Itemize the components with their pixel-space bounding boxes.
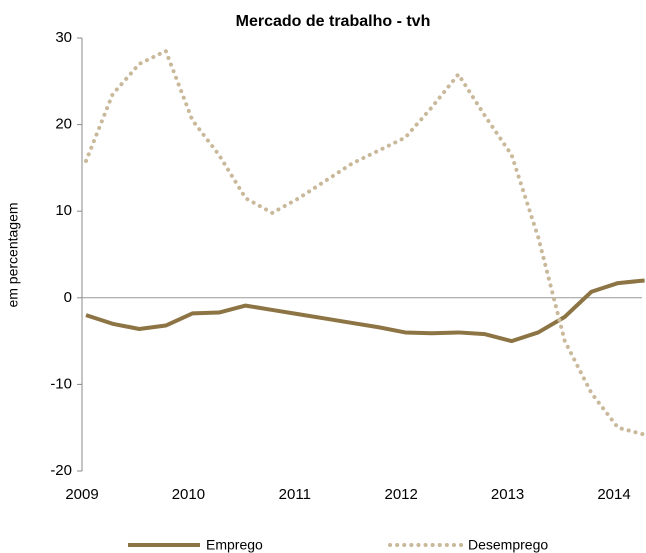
legend-label: Emprego [206, 537, 263, 553]
chart-title: Mercado de trabalho - tvh [236, 13, 431, 30]
line-series [84, 48, 646, 437]
y-tick-label: 30 [55, 29, 72, 46]
legend-label: Desemprego [468, 537, 548, 553]
y-tick-label: 10 [55, 202, 72, 219]
y-tick-label: -10 [50, 375, 72, 392]
line-series [85, 278, 645, 344]
x-tick-label: 2012 [385, 486, 418, 503]
x-tick-label: 2010 [172, 486, 205, 503]
x-tick-label: 2013 [491, 486, 524, 503]
y-tick-label: -20 [50, 462, 72, 479]
y-tick-label: 20 [55, 116, 72, 133]
x-tick-label: 2014 [597, 486, 630, 503]
y-axis-title: em percentagem [5, 202, 21, 307]
x-tick-label: 2011 [279, 486, 311, 503]
y-tick-label: 0 [64, 289, 72, 306]
x-tick-label: 2009 [65, 486, 98, 503]
